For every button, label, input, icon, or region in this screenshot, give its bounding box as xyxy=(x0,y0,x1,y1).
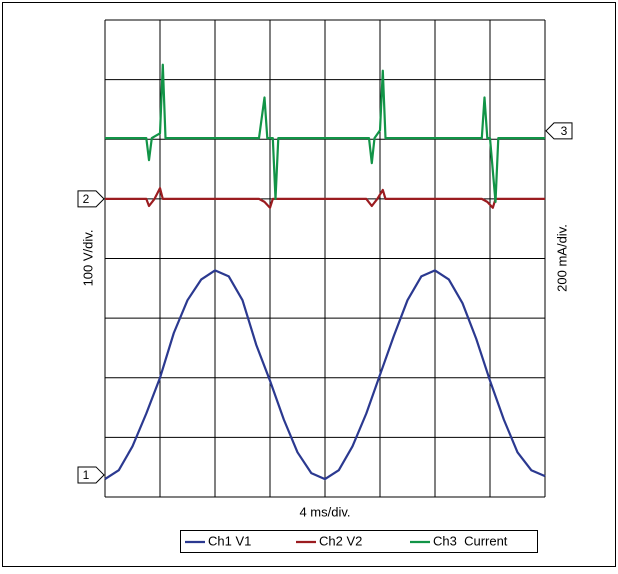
legend-box xyxy=(180,530,538,553)
channel-marker-label: 2 xyxy=(83,192,90,206)
channel-marker xyxy=(77,190,105,208)
trace xyxy=(104,269,546,481)
legend-label: Ch1 V1 xyxy=(208,533,251,548)
channel-marker-label: 1 xyxy=(83,468,90,482)
channel-marker-label: 3 xyxy=(561,124,568,138)
trace xyxy=(105,187,545,209)
y-axis-label: 100 V/div. xyxy=(80,230,95,287)
y2-axis-label: 200 mA/div. xyxy=(554,224,569,292)
legend-label: Ch2 V2 xyxy=(319,533,362,548)
trace xyxy=(105,63,545,203)
channel-marker xyxy=(545,122,573,140)
x-axis-label: 4 ms/div. xyxy=(299,504,350,519)
channel-marker xyxy=(77,466,105,484)
legend-label: Ch3 Current xyxy=(433,533,508,548)
frame xyxy=(2,2,616,567)
